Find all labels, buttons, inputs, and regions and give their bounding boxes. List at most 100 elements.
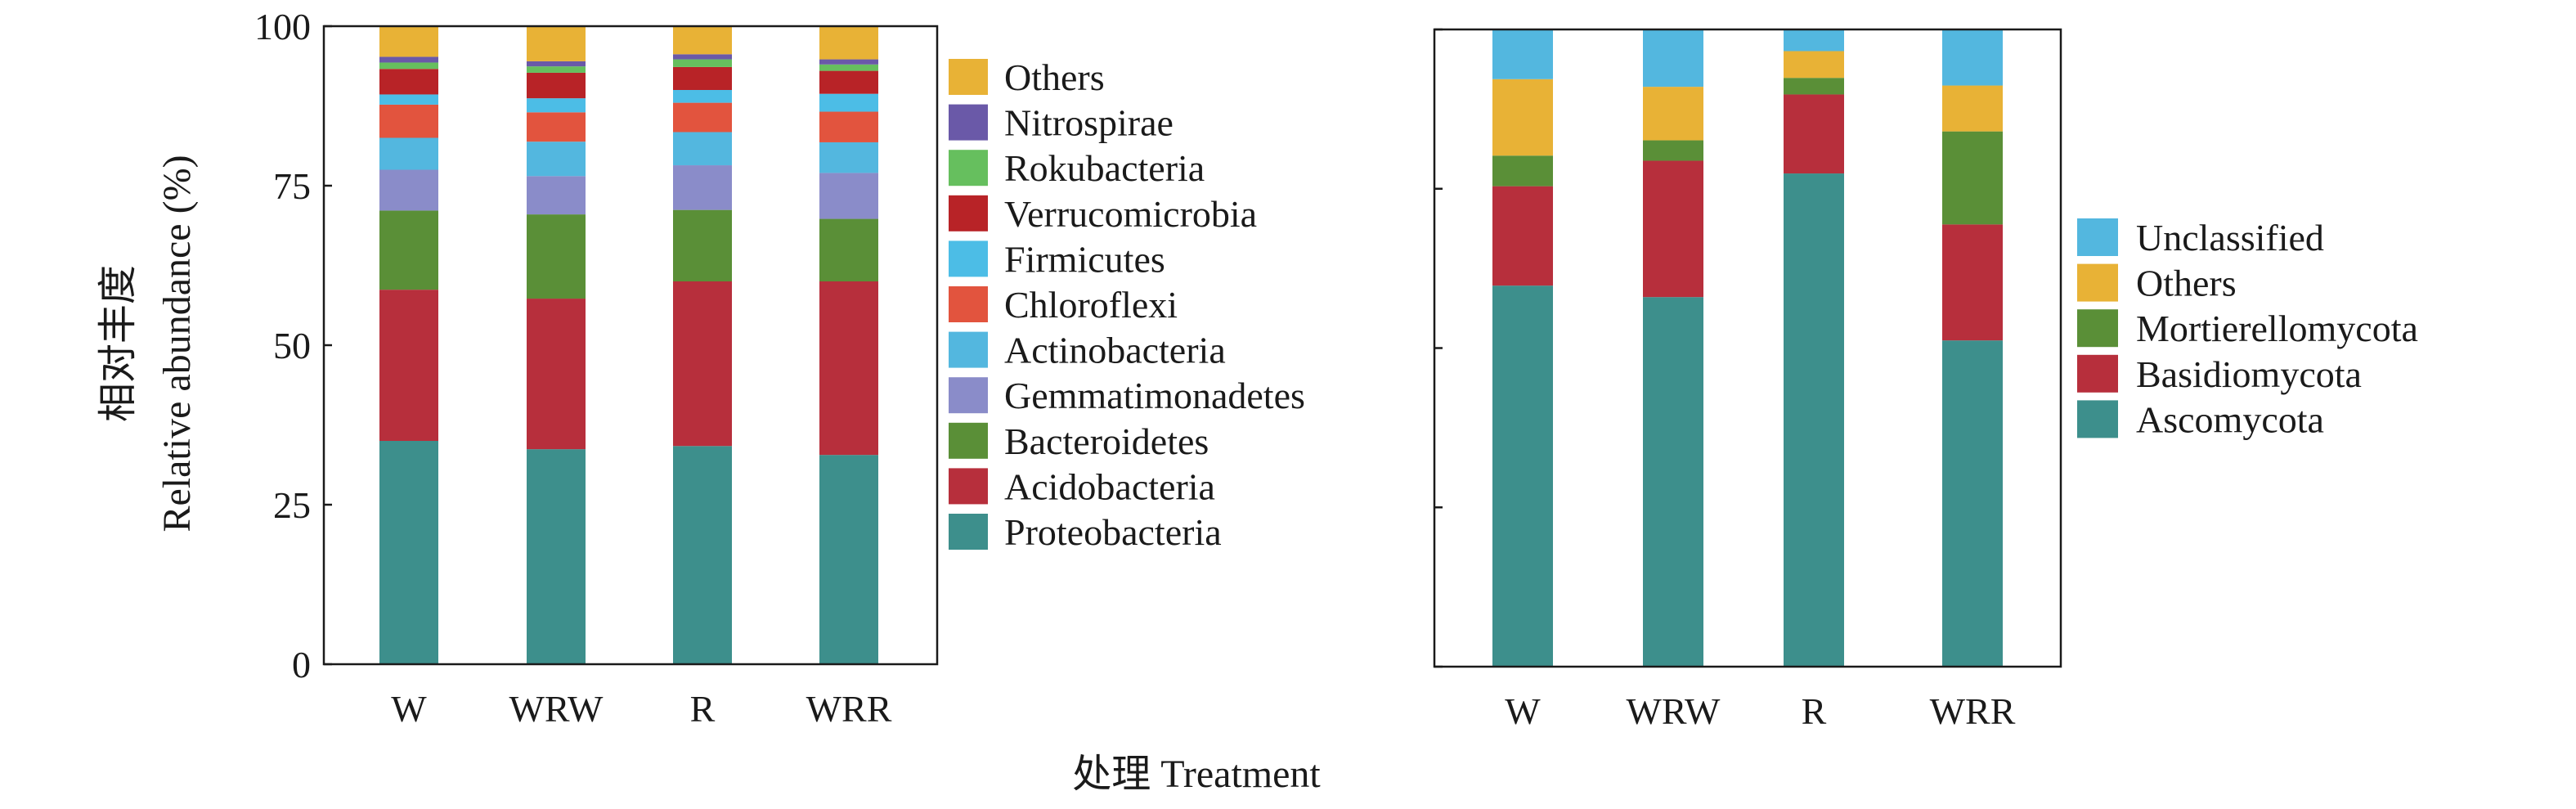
- x-tick-label: WRR: [806, 688, 892, 730]
- bar-segment: [527, 142, 586, 177]
- bar-segment: [1784, 51, 1844, 79]
- bar-segment: [1492, 79, 1553, 156]
- legend-label: Firmicutes: [1004, 238, 1165, 280]
- bar-segment: [819, 111, 878, 142]
- bar-segment: [673, 102, 732, 133]
- x-tick-label: WRR: [1930, 690, 2016, 732]
- bar-segment: [379, 290, 438, 441]
- legend-swatch: [949, 422, 988, 459]
- legend-label: Basidiomycota: [2136, 353, 2362, 395]
- legend-swatch: [949, 514, 988, 550]
- bar-segment: [1942, 29, 2003, 86]
- y-tick-label: 25: [273, 484, 311, 526]
- bar-segment: [819, 218, 878, 281]
- bar-segment: [1942, 85, 2003, 132]
- legend-label: Acidobacteria: [1004, 465, 1215, 507]
- bar-segment: [673, 132, 732, 166]
- legend-label: Actinobacteria: [1004, 330, 1226, 371]
- legend-label: Others: [1004, 56, 1105, 98]
- bar-segment: [673, 59, 732, 67]
- y-tick-label: 75: [273, 165, 311, 207]
- bar-segment: [673, 446, 732, 664]
- bar-segment: [819, 26, 878, 60]
- bar-segment: [819, 281, 878, 456]
- bar-segment: [379, 26, 438, 57]
- bar-segment: [379, 94, 438, 105]
- legend-swatch: [949, 331, 988, 368]
- bacteria-chart: W WRW R WRR 0 25 50 75 100 OthersNitrospiraeRokub…: [254, 6, 1305, 730]
- x-tick-label: WRW: [509, 688, 604, 730]
- bar-segment: [527, 26, 586, 61]
- bar-segment: [1643, 29, 1703, 88]
- bar-segment: [673, 165, 732, 210]
- bar-segment: [1784, 78, 1844, 95]
- legend-swatch: [2077, 263, 2118, 302]
- bar-segment: [819, 59, 878, 65]
- bar-segment: [819, 142, 878, 173]
- legend-label: Bacteroidetes: [1004, 420, 1209, 462]
- legend-swatch: [2077, 354, 2118, 393]
- bar-segment: [527, 176, 586, 215]
- bar-segment: [1784, 94, 1844, 174]
- y-tick-label: 100: [254, 6, 311, 47]
- bar-segment: [527, 61, 586, 67]
- legend-label: Proteobacteria: [1004, 511, 1222, 553]
- x-tick-label: R: [690, 688, 716, 730]
- bar-segment: [673, 90, 732, 103]
- legend-label: Verrucomicrobia: [1004, 193, 1257, 235]
- bar-segment: [1942, 224, 2003, 341]
- y-tick-label: 0: [292, 644, 311, 685]
- bar-segment: [1492, 155, 1553, 187]
- bar-segment: [527, 66, 586, 73]
- fungi-chart: W WRW R WRR Unclassified OthersMortierellomyc…: [1433, 28, 2418, 732]
- bar-segment: [379, 169, 438, 211]
- bar-segment: [1643, 297, 1703, 667]
- bar-segment: [1942, 340, 2003, 667]
- bar-segment: [379, 210, 438, 290]
- x-tick-label: R: [1802, 690, 1827, 732]
- x-axis-title: 处理 Treatment: [1072, 753, 1321, 796]
- legend-swatch: [949, 150, 988, 187]
- bar-segment: [673, 281, 732, 447]
- legend-swatch: [949, 286, 988, 322]
- bar-segment: [1942, 131, 2003, 225]
- bar-segment: [819, 64, 878, 71]
- legend-label: Ascomycota: [2136, 398, 2324, 440]
- legend-label: Nitrospirae: [1004, 102, 1174, 144]
- bar-segment: [819, 93, 878, 112]
- bar-segment: [379, 69, 438, 95]
- x-tick-label: WRW: [1627, 690, 1721, 732]
- bar-segment: [819, 70, 878, 94]
- legend-label: Unclassified: [2136, 217, 2324, 258]
- legend-label: Rokubacteria: [1004, 147, 1205, 189]
- legend-label: Mortierellomycota: [2136, 308, 2418, 349]
- legend-swatch: [949, 377, 988, 414]
- bar-segment: [1492, 186, 1553, 286]
- bar-segment: [527, 98, 586, 113]
- bar-segment: [1643, 160, 1703, 298]
- bar-segment: [379, 441, 438, 664]
- x-tick-label: W: [1505, 690, 1541, 732]
- bar-segment: [1643, 87, 1703, 141]
- bar-segment: [527, 214, 586, 299]
- legend-label: Chloroflexi: [1004, 284, 1178, 326]
- y-axis-title-cn: 相对丰度: [96, 265, 140, 422]
- bar-segment: [1784, 173, 1844, 667]
- legend-swatch: [949, 104, 988, 141]
- bar-segment: [527, 449, 586, 664]
- legend-swatch: [949, 240, 988, 277]
- legend-swatch: [949, 468, 988, 505]
- legend-swatch: [2077, 309, 2118, 348]
- legend-swatch: [2077, 218, 2118, 256]
- bar-segment: [527, 299, 586, 450]
- bar-segment: [673, 209, 732, 281]
- bar-segment: [379, 137, 438, 170]
- bar-segment: [819, 173, 878, 219]
- legend-label: Gemmatimonadetes: [1004, 375, 1305, 416]
- bar-segment: [1784, 29, 1844, 52]
- bar-segment: [527, 112, 586, 142]
- y-tick-label: 50: [273, 325, 311, 366]
- legend-swatch: [949, 59, 988, 95]
